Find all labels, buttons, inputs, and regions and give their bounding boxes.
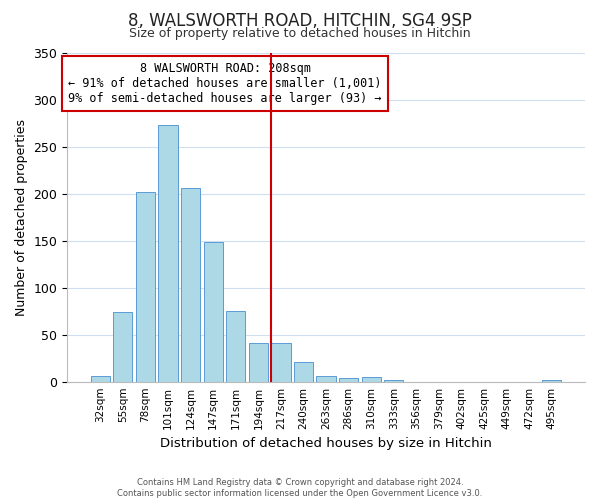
Bar [339, 378, 358, 382]
Bar [271, 343, 290, 382]
Bar [294, 362, 313, 382]
Text: 8, WALSWORTH ROAD, HITCHIN, SG4 9SP: 8, WALSWORTH ROAD, HITCHIN, SG4 9SP [128, 12, 472, 30]
X-axis label: Distribution of detached houses by size in Hitchin: Distribution of detached houses by size … [160, 437, 492, 450]
Bar [542, 380, 562, 382]
Bar [384, 380, 403, 382]
Text: 8 WALSWORTH ROAD: 208sqm
← 91% of detached houses are smaller (1,001)
9% of semi: 8 WALSWORTH ROAD: 208sqm ← 91% of detach… [68, 62, 382, 106]
Bar [136, 192, 155, 382]
Bar [249, 343, 268, 382]
Y-axis label: Number of detached properties: Number of detached properties [15, 118, 28, 316]
Bar [362, 377, 381, 382]
Text: Size of property relative to detached houses in Hitchin: Size of property relative to detached ho… [129, 28, 471, 40]
Bar [181, 188, 200, 382]
Bar [158, 125, 178, 382]
Text: Contains HM Land Registry data © Crown copyright and database right 2024.
Contai: Contains HM Land Registry data © Crown c… [118, 478, 482, 498]
Bar [91, 376, 110, 382]
Bar [316, 376, 335, 382]
Bar [113, 312, 133, 382]
Bar [203, 242, 223, 382]
Bar [226, 311, 245, 382]
